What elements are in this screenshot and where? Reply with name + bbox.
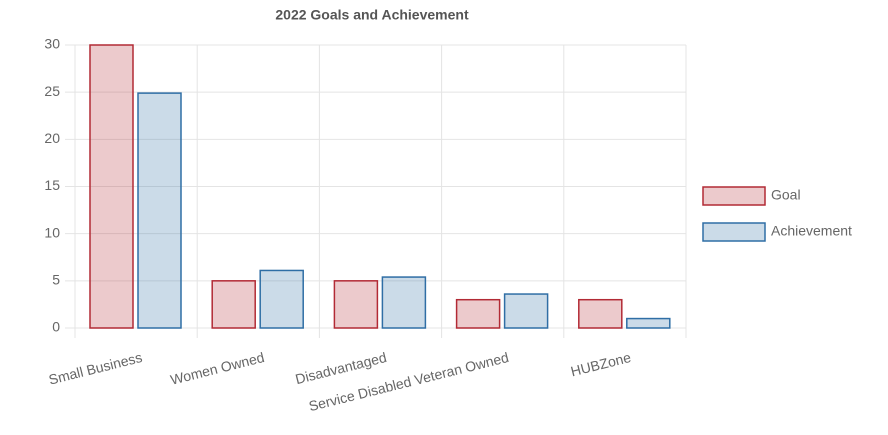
bar <box>578 298 623 329</box>
legend-swatch <box>702 222 766 242</box>
y-tick-label: 30 <box>44 36 60 52</box>
bar <box>381 276 427 329</box>
x-tick-label: Small Business <box>47 349 144 388</box>
bar <box>211 280 256 329</box>
bar <box>626 317 671 329</box>
bar <box>503 293 549 329</box>
x-tick-label: HUBZone <box>569 349 633 379</box>
x-tick-label: Service Disabled Veteran Owned <box>307 349 510 414</box>
y-tick-label: 10 <box>44 224 60 240</box>
chart-title: 2022 Goals and Achievement <box>275 7 469 23</box>
legend-swatch <box>702 186 766 206</box>
y-tick-label: 5 <box>52 272 60 288</box>
bar <box>137 92 182 329</box>
y-tick-label: 20 <box>44 130 60 146</box>
bar <box>455 298 501 329</box>
legend-label: Goal <box>771 187 801 203</box>
bar <box>89 44 134 329</box>
x-tick-label: Women Owned <box>169 349 266 388</box>
y-tick-label: 0 <box>52 319 60 335</box>
legend-label: Achievement <box>771 223 852 239</box>
y-tick-label: 15 <box>44 177 60 193</box>
bar <box>333 280 379 329</box>
y-tick-label: 25 <box>44 83 60 99</box>
bar <box>259 269 304 329</box>
